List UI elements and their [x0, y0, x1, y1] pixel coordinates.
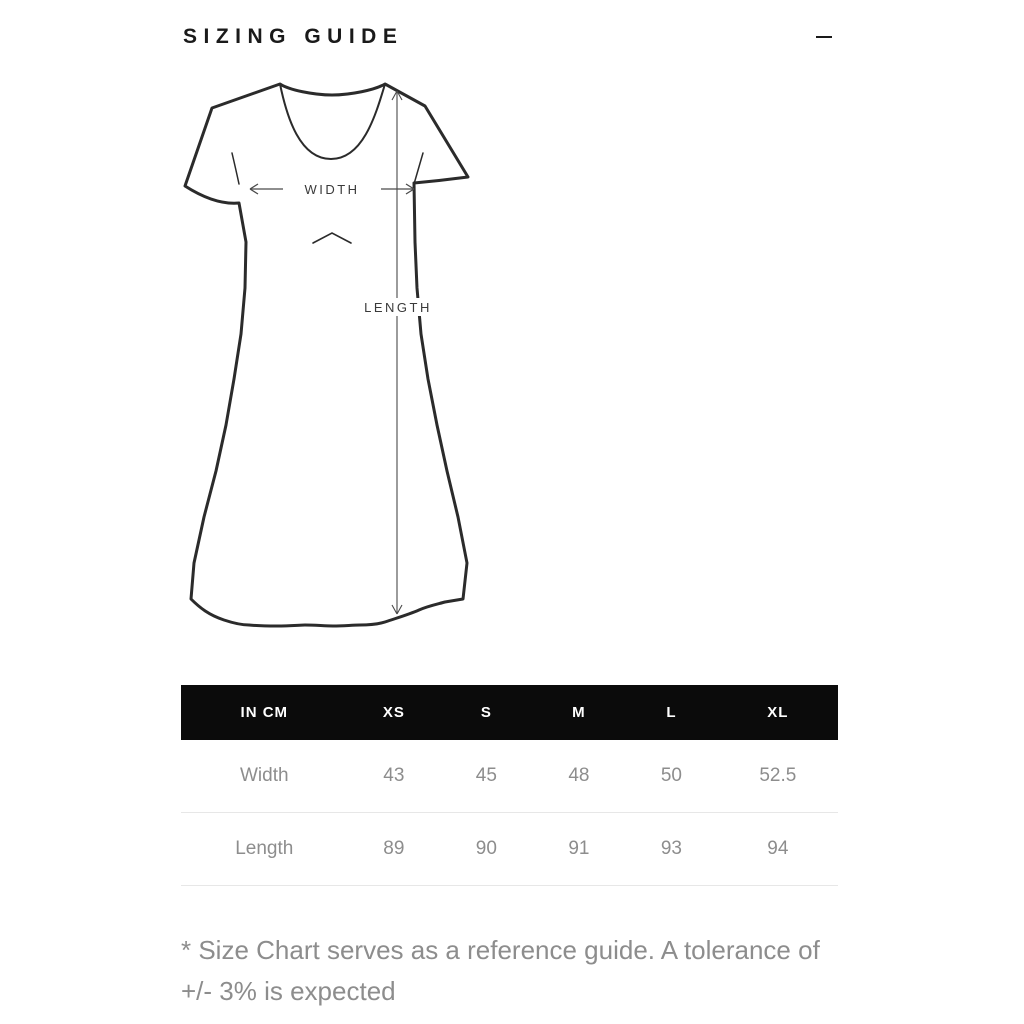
- svg-text:LENGTH: LENGTH: [364, 300, 432, 315]
- svg-text:WIDTH: WIDTH: [304, 182, 359, 197]
